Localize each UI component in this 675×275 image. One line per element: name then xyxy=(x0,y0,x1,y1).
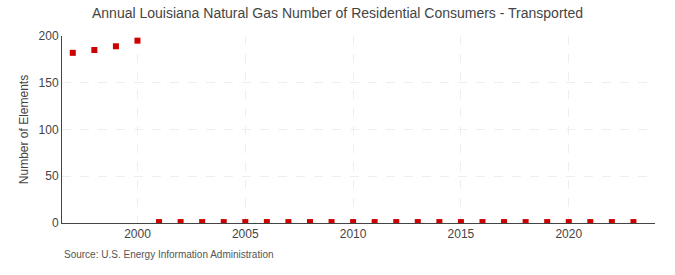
svg-text:Source: U.S. Energy Informatio: Source: U.S. Energy Information Administ… xyxy=(64,249,274,260)
svg-text:2005: 2005 xyxy=(232,227,259,241)
svg-text:100: 100 xyxy=(39,123,59,137)
svg-text:2020: 2020 xyxy=(555,227,582,241)
svg-text:0: 0 xyxy=(52,216,59,230)
svg-text:2015: 2015 xyxy=(448,227,475,241)
svg-text:200: 200 xyxy=(39,29,59,43)
svg-text:2000: 2000 xyxy=(124,227,151,241)
svg-text:Number of Elements: Number of Elements xyxy=(17,75,31,184)
svg-text:Annual Louisiana Natural Gas N: Annual Louisiana Natural Gas Number of R… xyxy=(92,5,583,21)
svg-text:50: 50 xyxy=(45,169,59,183)
svg-text:150: 150 xyxy=(39,76,59,90)
svg-text:2010: 2010 xyxy=(340,227,367,241)
